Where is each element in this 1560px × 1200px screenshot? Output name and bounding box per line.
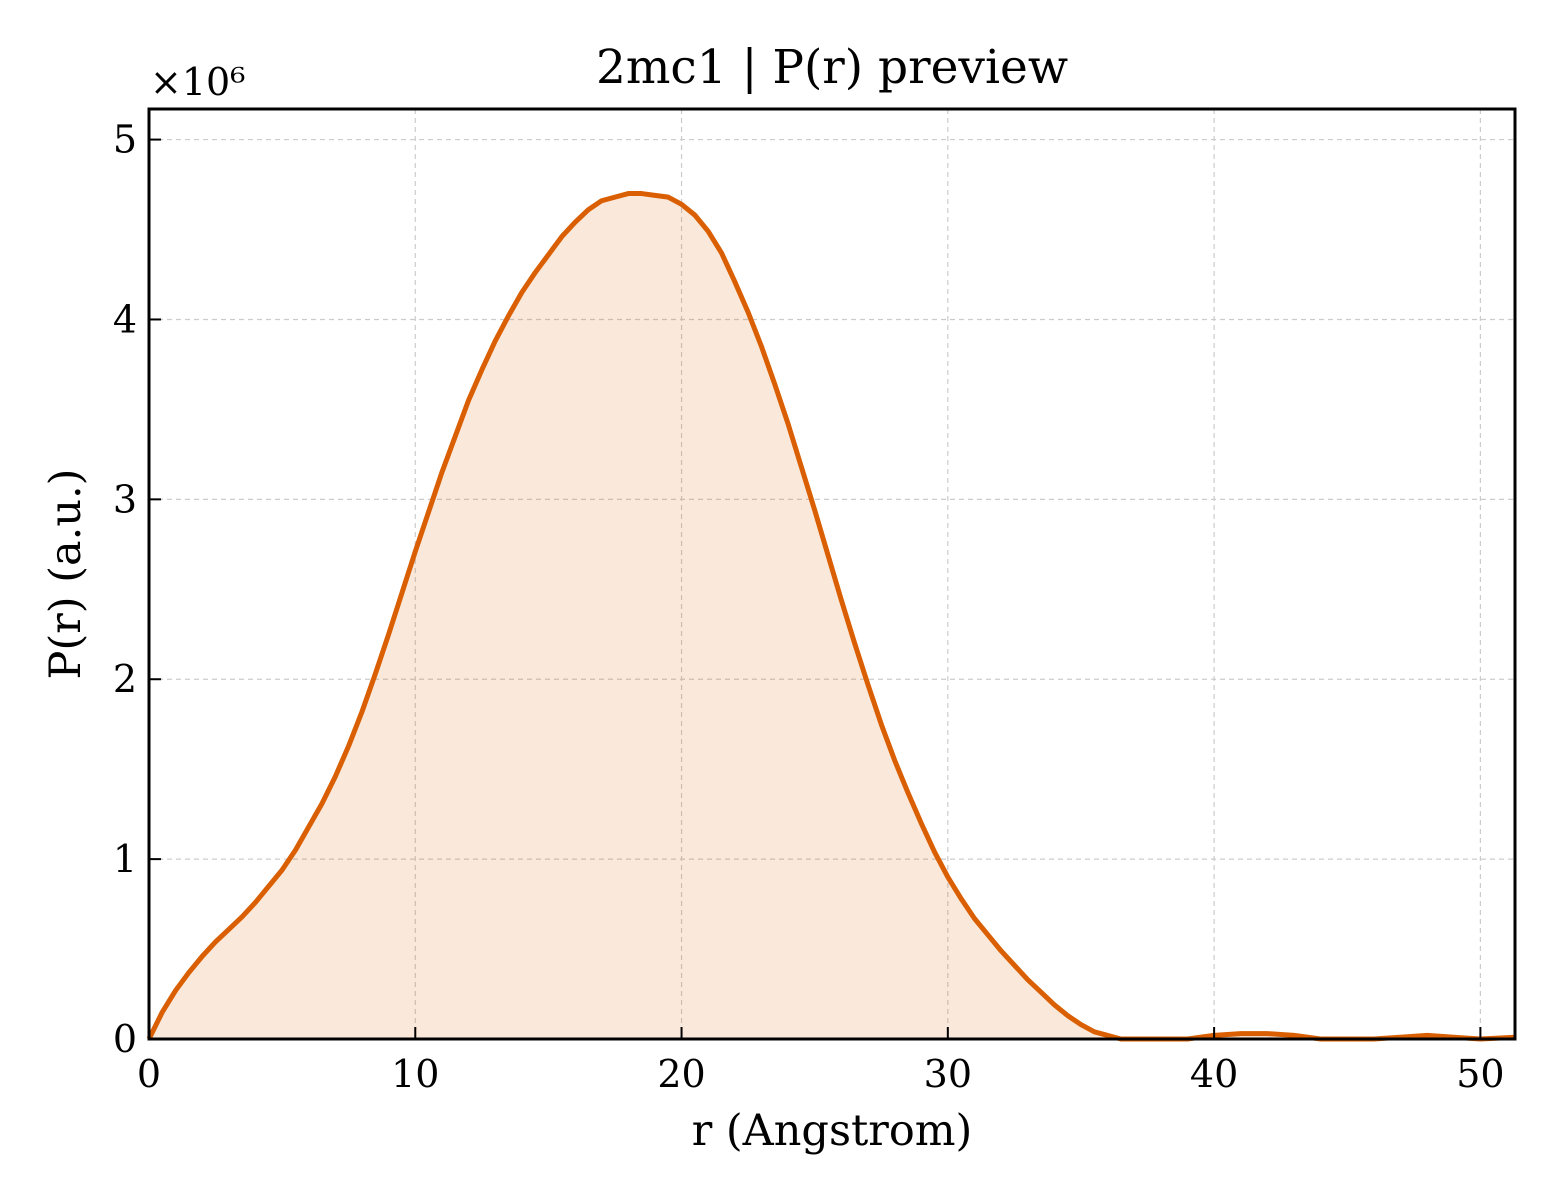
y-tick-label: 0 <box>113 1017 137 1061</box>
y-tick-label: 5 <box>113 118 137 162</box>
x-tick-label: 30 <box>924 1052 972 1096</box>
pr-area-fill <box>149 193 1515 1040</box>
x-tick-label: 0 <box>137 1052 161 1096</box>
x-tick-label: 40 <box>1190 1052 1238 1096</box>
x-tick-label: 50 <box>1456 1052 1504 1096</box>
y-tick-label: 2 <box>113 657 137 701</box>
x-tick-label: 10 <box>391 1052 439 1096</box>
chart-title: 2mc1 | P(r) preview <box>596 40 1068 95</box>
y-tick-label: 4 <box>113 297 137 341</box>
y-tick-label: 3 <box>113 477 137 521</box>
y-axis-multiplier: ×10⁶ <box>150 60 245 104</box>
x-axis-label: r (Angstrom) <box>692 1106 973 1156</box>
axis-ticks: 0 10 20 30 40 50 0 1 2 3 4 5 <box>113 118 1505 1096</box>
x-tick-label: 20 <box>657 1052 705 1096</box>
plot-frame <box>147 107 1517 1041</box>
y-tick-label: 1 <box>113 837 137 881</box>
y-axis-label: P(r) (a.u.) <box>41 469 91 680</box>
